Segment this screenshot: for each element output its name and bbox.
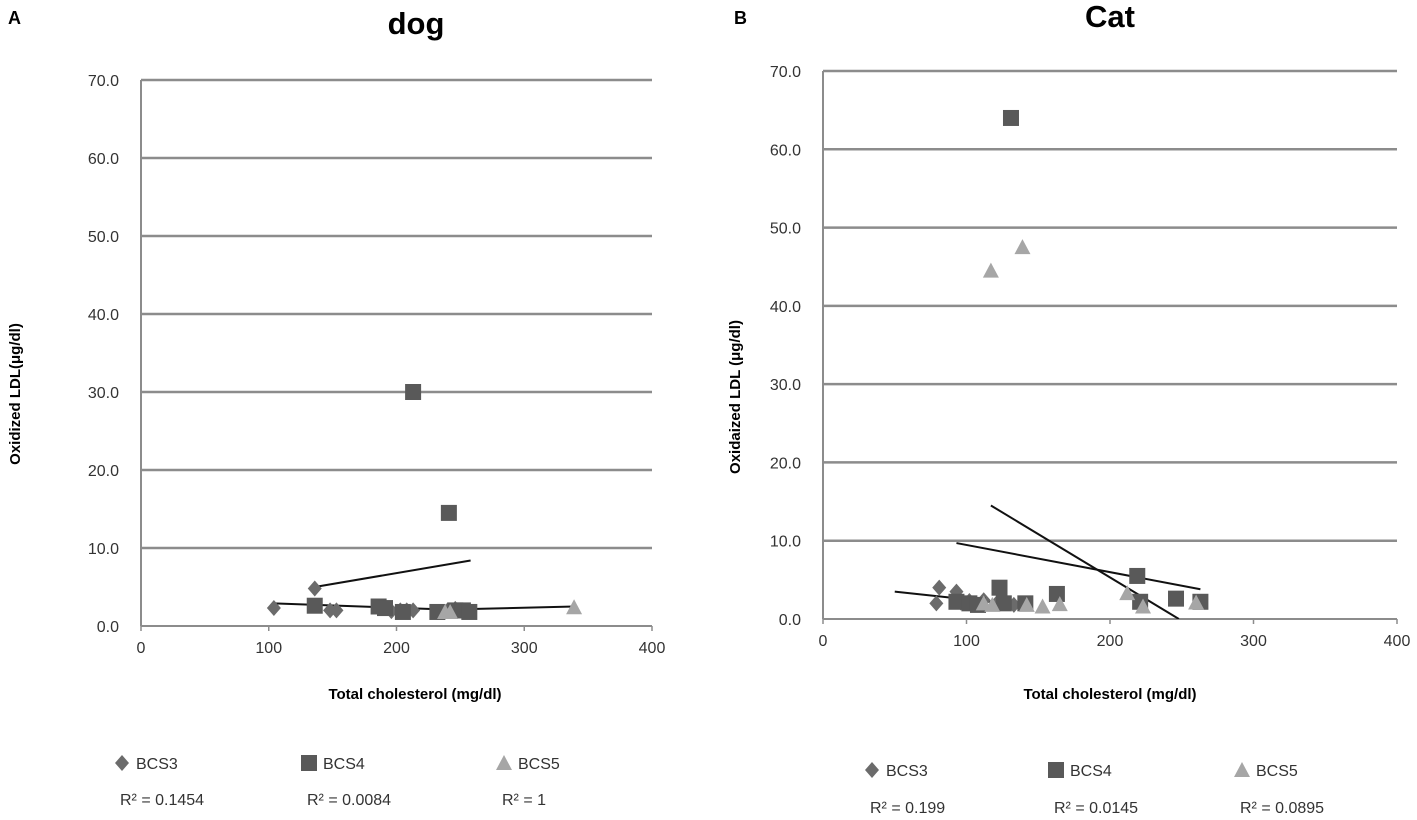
axes [140, 80, 653, 631]
bcs3-trendline [314, 559, 471, 588]
bcs4-point [1129, 567, 1146, 584]
panel-label: A [8, 8, 21, 28]
bcs4-point [1168, 590, 1185, 607]
x-tick-label: 200 [1097, 633, 1124, 650]
bcs5-point [1014, 239, 1031, 255]
chart-title: dog [388, 6, 445, 41]
chart-title: Cat [1085, 0, 1135, 34]
bcs4-point [991, 579, 1008, 596]
bcs5-legend-label: BCS5 [518, 756, 560, 773]
y-axis-label: Oxidized LDL(μg/dl) [7, 323, 24, 465]
bcs3-legend-marker [115, 755, 129, 771]
y-tick-label: 40.0 [88, 307, 119, 324]
bcs4-point [394, 603, 411, 620]
bcs5-point [566, 599, 583, 615]
bcs4-legend-marker [1048, 762, 1064, 778]
x-tick-label: 100 [255, 640, 282, 657]
bcs4-trendline [956, 542, 1201, 591]
y-tick-label: 10.0 [770, 534, 801, 551]
bcs3-r-squared: R² = 0.1454 [120, 792, 204, 809]
y-tick-label: 30.0 [88, 385, 119, 402]
bcs4-point [440, 504, 457, 521]
x-tick-label: 0 [137, 640, 146, 657]
legend: BCS3 R² = 0.199 BCS4 R² = 0.0145 BCS5 R² = 0.… [865, 762, 1324, 817]
y-tick-label: 60.0 [88, 151, 119, 168]
bcs5-point [1188, 594, 1205, 610]
bcs5-point [1135, 598, 1152, 614]
bcs4-point [1048, 585, 1065, 602]
y-tick-label: 70.0 [88, 73, 119, 90]
y-tick-label: 40.0 [770, 299, 801, 316]
bcs4-legend-label: BCS4 [323, 756, 365, 773]
bcs5-r-squared: R² = 1 [502, 792, 546, 809]
x-axis-label: Total cholesterol (mg/dl) [328, 686, 501, 703]
bcs5-point [1034, 598, 1051, 614]
x-tick-label: 300 [511, 640, 538, 657]
x-tick-label: 400 [1384, 633, 1411, 650]
bcs5-point [984, 596, 1001, 612]
y-axis-label: Oxidaized LDL (μg/dl) [727, 320, 744, 474]
bcs4-r-squared: R² = 0.0145 [1054, 800, 1138, 817]
bcs5-legend-marker [1234, 762, 1250, 777]
bcs3-point [307, 580, 322, 597]
y-tick-label: 30.0 [770, 377, 801, 394]
bcs3-legend-label: BCS3 [886, 763, 928, 780]
bcs3-point [329, 602, 344, 619]
bcs4-point [405, 384, 422, 400]
y-tick-label: 50.0 [770, 221, 801, 238]
bcs4-point [461, 603, 478, 620]
tick-labels: 0.0 10.0 20.0 30.0 40.0 50.0 60.0 70.0 0 100 200 30… [770, 64, 1411, 650]
bcs5-point [1119, 585, 1136, 601]
bcs4-r-squared: R² = 0.0084 [307, 792, 391, 809]
axes [822, 71, 1398, 624]
panel-label: B [734, 8, 747, 28]
bcs3-legend-label: BCS3 [136, 756, 178, 773]
bcs5-r-squared: R² = 0.0895 [1240, 800, 1324, 817]
y-tick-label: 20.0 [88, 463, 119, 480]
data-points [929, 109, 1209, 614]
bcs3-r-squared: R² = 0.199 [870, 800, 945, 817]
x-axis-label: Total cholesterol (mg/dl) [1023, 686, 1196, 703]
y-tick-label: 10.0 [88, 541, 119, 558]
bcs5-point [982, 262, 999, 278]
bcs4-legend-marker [301, 755, 317, 771]
x-tick-label: 100 [953, 633, 980, 650]
y-tick-label: 20.0 [770, 455, 801, 472]
legend: BCS3 R² = 0.1454 BCS4 R² = 0.0084 BCS5 R² = 1 [115, 755, 560, 809]
x-tick-label: 200 [383, 640, 410, 657]
x-tick-label: 400 [639, 640, 666, 657]
y-tick-label: 0.0 [97, 619, 119, 636]
bcs4-point [995, 595, 1012, 612]
bcs5-point [1018, 596, 1035, 612]
bcs4-point [1002, 109, 1019, 126]
bcs3-legend-marker [865, 762, 879, 778]
bcs4-point [306, 597, 323, 614]
bcs5-point [1051, 596, 1068, 612]
y-tick-label: 50.0 [88, 229, 119, 246]
y-tick-label: 60.0 [770, 142, 801, 159]
bcs3-point [929, 595, 944, 612]
bcs4-legend-label: BCS4 [1070, 763, 1112, 780]
bcs4-point [377, 600, 394, 617]
bcs5-legend-label: BCS5 [1256, 763, 1298, 780]
bcs5-point [442, 603, 459, 619]
gridlines [823, 69, 1397, 542]
panel-dog: A dog 0.0 10.0 20.0 30.0 40.0 50.0 60.0 70.0 0 10… [7, 6, 665, 809]
gridlines [141, 78, 652, 550]
bcs5-legend-marker [496, 755, 512, 770]
bcs4-point [948, 593, 965, 610]
x-tick-label: 300 [1240, 633, 1267, 650]
x-tick-label: 0 [819, 633, 828, 650]
y-tick-label: 70.0 [770, 64, 801, 81]
tick-labels: 0.0 10.0 20.0 30.0 40.0 50.0 60.0 70.0 0 100 200 30… [88, 73, 666, 657]
bcs3-point [932, 579, 947, 596]
bcs3-point [266, 600, 281, 617]
y-tick-label: 0.0 [779, 612, 801, 629]
data-points [266, 384, 583, 620]
panel-cat: B Cat 0.0 10.0 20.0 30.0 40.0 50.0 60.0 70.0 0 10… [727, 0, 1410, 817]
